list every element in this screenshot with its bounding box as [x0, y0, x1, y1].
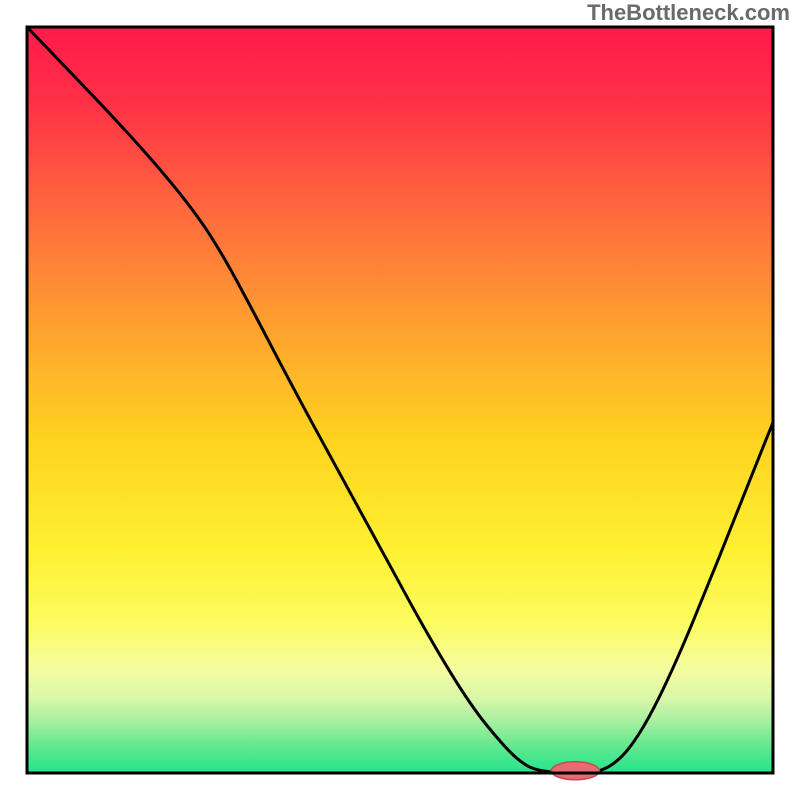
optimum-marker: [551, 762, 599, 780]
bottleneck-chart: [0, 0, 800, 800]
chart-container: TheBottleneck.com: [0, 0, 800, 800]
watermark-text: TheBottleneck.com: [587, 0, 790, 26]
chart-background: [27, 27, 773, 773]
